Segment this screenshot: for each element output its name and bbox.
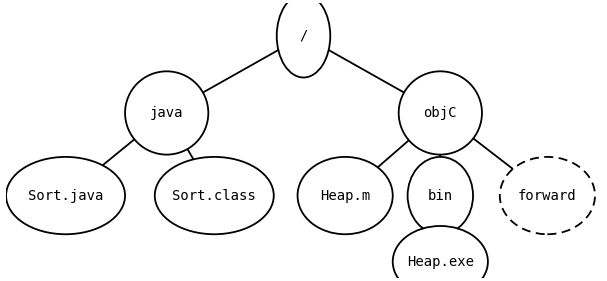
Text: java: java: [150, 106, 183, 120]
Ellipse shape: [399, 71, 482, 155]
Text: Sort.java: Sort.java: [28, 189, 103, 203]
Ellipse shape: [407, 157, 473, 234]
Text: Heap.exe: Heap.exe: [407, 255, 474, 269]
Text: /: /: [299, 29, 308, 43]
Text: objC: objC: [424, 106, 457, 120]
Ellipse shape: [6, 157, 125, 234]
Ellipse shape: [155, 157, 274, 234]
Ellipse shape: [393, 226, 488, 281]
Ellipse shape: [297, 157, 393, 234]
Ellipse shape: [125, 71, 208, 155]
Ellipse shape: [277, 0, 330, 78]
Text: Sort.class: Sort.class: [172, 189, 256, 203]
Text: bin: bin: [428, 189, 453, 203]
Ellipse shape: [500, 157, 595, 234]
Text: Heap.m: Heap.m: [320, 189, 370, 203]
Text: forward: forward: [518, 189, 577, 203]
